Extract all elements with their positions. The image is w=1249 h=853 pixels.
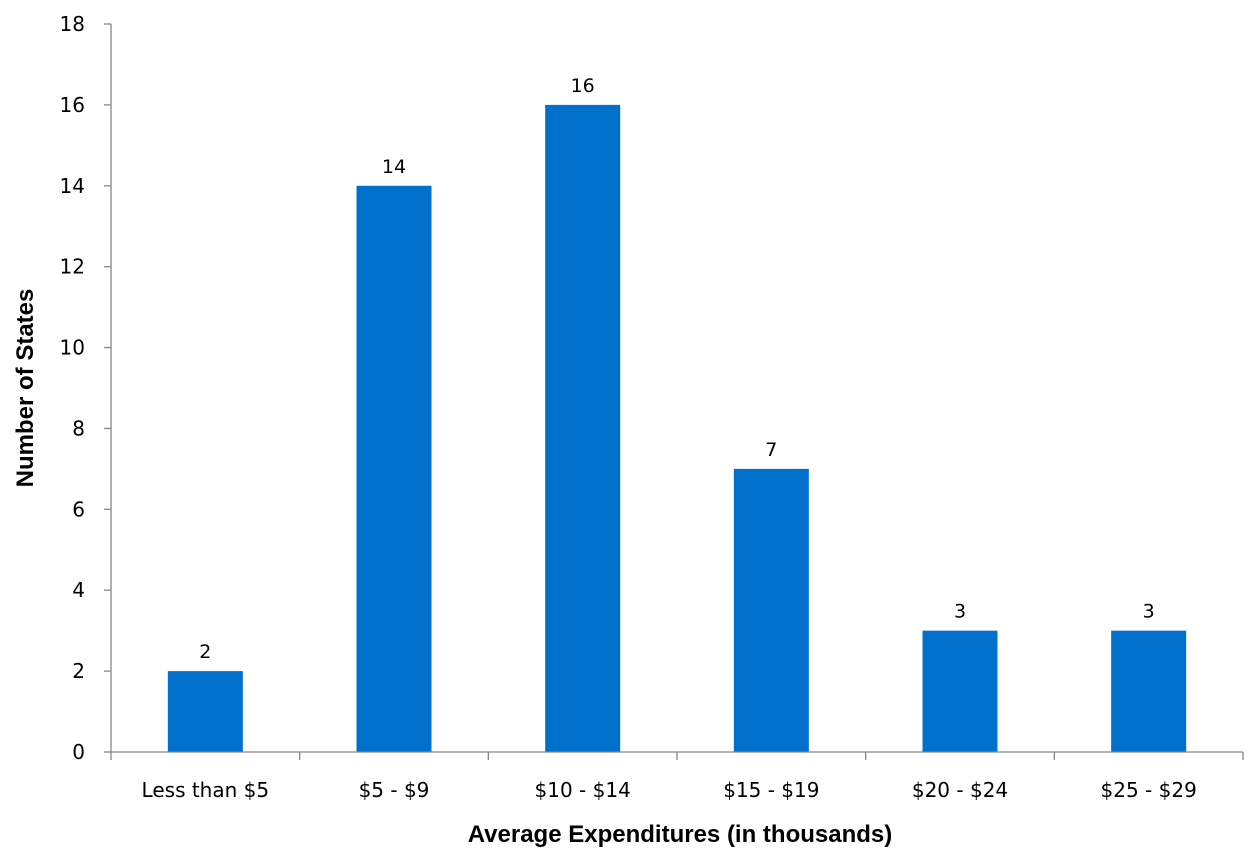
x-tick-label: $20 - $24 [912, 778, 1008, 802]
y-axis-title: Number of States [12, 289, 39, 488]
bar [922, 630, 998, 752]
y-axis-ticks: 0 2 4 6 8 10 12 14 16 18 [60, 12, 111, 764]
y-tick-label: 4 [72, 578, 85, 602]
bar [545, 104, 621, 752]
bar [167, 671, 243, 752]
x-tick-label: $10 - $14 [535, 778, 631, 802]
bar-data-label: 2 [199, 641, 211, 663]
bar-data-label: 3 [1143, 601, 1155, 623]
bar [356, 185, 432, 752]
bar-data-label: 7 [765, 439, 777, 461]
y-tick-label: 14 [60, 174, 85, 198]
x-axis-ticks: Less than $5 $5 - $9 $10 - $14 $15 - $19 $20… [110, 752, 1244, 802]
bar-data-label: 16 [571, 75, 595, 97]
y-tick-label: 18 [60, 12, 85, 36]
x-tick-label: $25 - $29 [1101, 778, 1197, 802]
bar [1111, 630, 1187, 752]
y-tick-label: 0 [72, 740, 85, 764]
x-tick-label: Less than $5 [142, 778, 270, 802]
y-tick-label: 10 [60, 336, 85, 360]
y-tick-label: 6 [72, 497, 85, 521]
y-tick-label: 16 [60, 93, 85, 117]
bar-data-label: 3 [954, 601, 966, 623]
bars-group: 2 14 16 7 3 3 [167, 75, 1187, 752]
y-tick-label: 12 [60, 255, 85, 279]
bar-data-label: 14 [382, 156, 406, 178]
y-tick-label: 2 [72, 659, 85, 683]
x-axis-title: Average Expenditures (in thousands) [468, 821, 893, 848]
bar [733, 468, 809, 752]
y-tick-label: 8 [72, 416, 85, 440]
x-tick-label: $5 - $9 [359, 778, 430, 802]
x-tick-label: $15 - $19 [723, 778, 819, 802]
